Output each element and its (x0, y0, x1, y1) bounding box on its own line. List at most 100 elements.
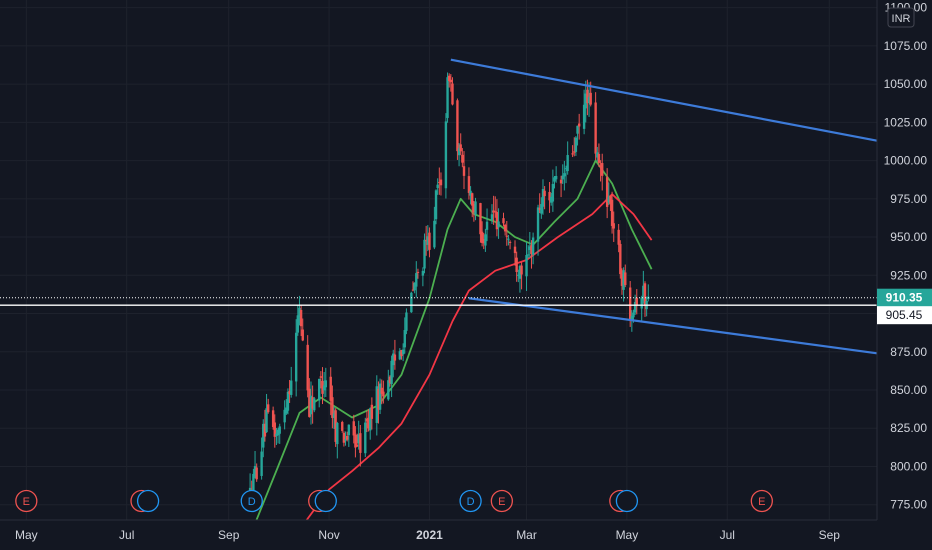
candle (359, 424, 362, 467)
candle-body (472, 204, 476, 213)
event-letter: E (758, 496, 765, 508)
candle-body (517, 274, 520, 276)
time-tick-label: Jul (720, 528, 735, 542)
candle-body (554, 175, 558, 180)
candle-body (576, 125, 579, 134)
candle (553, 175, 556, 189)
price-axis[interactable] (876, 0, 932, 520)
candle-body (331, 397, 334, 418)
earnings-event-icon[interactable]: E (15, 489, 38, 513)
candle-body (594, 102, 597, 154)
dividend-event-icon[interactable] (314, 489, 337, 513)
candle-body (622, 270, 625, 290)
candle (550, 192, 553, 206)
candle-body (367, 417, 370, 429)
ema-slow-line (300, 193, 653, 529)
candle-body (457, 148, 461, 156)
candle (446, 72, 449, 123)
candle (502, 212, 505, 227)
candle-body (497, 221, 500, 228)
candle-body (610, 199, 614, 226)
candle (554, 166, 558, 183)
earnings-event-icon[interactable]: E (490, 489, 513, 513)
candle-body (526, 254, 530, 256)
candle (262, 419, 265, 458)
candle-body (515, 257, 518, 273)
candle-body (482, 239, 485, 244)
price-tick-label: 875.00 (890, 345, 927, 359)
candle-body (451, 83, 454, 105)
candle (370, 397, 374, 430)
event-markers[interactable]: EEDEDEEE (15, 489, 773, 513)
candle (471, 192, 474, 218)
candle (260, 437, 263, 480)
dividend-event-icon[interactable] (136, 489, 160, 513)
candle-body (375, 386, 378, 423)
candle-body (471, 193, 474, 206)
dividend-event-icon[interactable] (615, 489, 639, 513)
candle-body (392, 353, 395, 366)
candle-body (528, 246, 532, 251)
candle (273, 414, 276, 448)
candle (380, 379, 383, 405)
event-letter: D (248, 496, 256, 508)
candle-body (474, 201, 477, 215)
candle (377, 381, 380, 424)
currency-badge[interactable]: INR (887, 7, 915, 28)
time-axis[interactable] (0, 519, 932, 550)
candle-body (492, 210, 495, 213)
candle-body (285, 407, 288, 414)
candle (540, 197, 543, 219)
candle (336, 421, 339, 459)
candle (334, 408, 337, 447)
candle-body (617, 229, 620, 245)
candle (571, 145, 574, 158)
candle (347, 424, 351, 447)
candle-body (273, 422, 276, 437)
candle (308, 378, 311, 418)
candle-body (380, 387, 383, 394)
earnings-event-icon[interactable]: E (750, 489, 773, 513)
candle (599, 160, 602, 182)
candle-body (434, 190, 438, 220)
candle-body (456, 100, 459, 152)
candle-body (416, 271, 420, 273)
candle (294, 319, 298, 397)
event-circle (490, 489, 513, 513)
dividend-event-icon[interactable]: D (459, 489, 482, 513)
price-tick-label: 825.00 (890, 421, 927, 435)
candle-body (642, 285, 645, 301)
candle (624, 264, 627, 288)
candle (467, 167, 471, 200)
candle-body (444, 121, 448, 189)
candle-body (378, 383, 382, 410)
candle-body (559, 179, 563, 184)
candle-body (605, 177, 609, 207)
candle (605, 168, 609, 219)
candle-body (321, 380, 324, 394)
event-circle (136, 489, 160, 513)
candle (563, 160, 566, 191)
candle-body (494, 211, 497, 213)
level-price-label: 905.45 (886, 308, 923, 322)
candle-body (275, 433, 278, 436)
candle (398, 348, 402, 361)
candle-body (388, 376, 392, 383)
dividend-event-icon[interactable]: D (240, 489, 263, 513)
candle (640, 295, 643, 322)
candle-body (413, 282, 416, 291)
candle (388, 375, 392, 387)
event-circle (459, 489, 482, 513)
time-axis-ticks: May Jul Sep Nov 2021 Mar May Jul Sep (15, 528, 840, 542)
candle-body (308, 388, 311, 417)
candle (480, 221, 484, 247)
candle-body (577, 123, 581, 127)
candle-body (423, 239, 426, 269)
candle-body (403, 330, 406, 348)
candle-body (299, 309, 303, 327)
candle-body (571, 153, 574, 155)
candle-body (301, 329, 304, 341)
candle (596, 146, 599, 162)
candle (576, 125, 579, 146)
